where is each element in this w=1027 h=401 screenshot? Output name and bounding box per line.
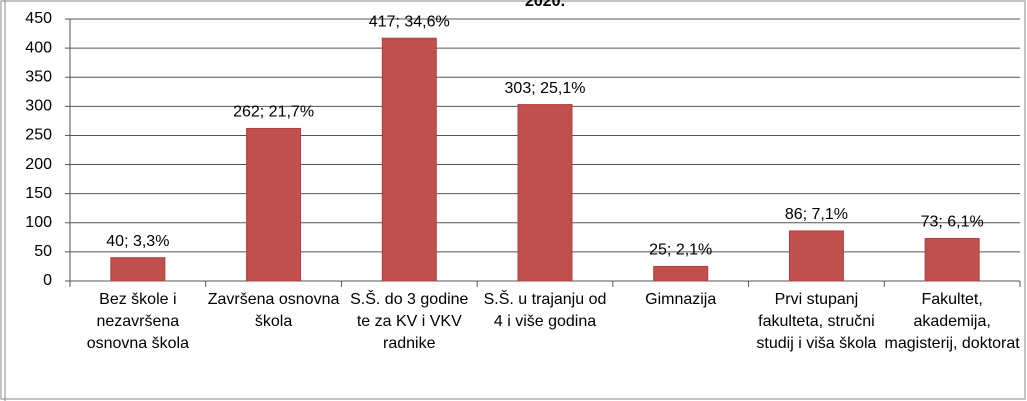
bar xyxy=(246,127,302,282)
bar xyxy=(924,237,980,282)
x-tick-label: S.Š. u trajanju od 4 i više godina xyxy=(483,291,607,330)
data-label: 417; 34,6% xyxy=(369,13,450,30)
data-label: 73; 6,1% xyxy=(921,214,984,231)
y-tick-label: 250 xyxy=(25,127,52,144)
bar xyxy=(110,257,166,282)
bar xyxy=(788,230,844,282)
y-tick-label: 450 xyxy=(25,10,52,27)
y-tick-label: 0 xyxy=(43,272,52,289)
x-tick-label: Gimnazija xyxy=(645,291,717,308)
data-label: 86; 7,1% xyxy=(785,206,848,223)
x-tick-label: Bez škole i nezavršena osnovna škola xyxy=(86,291,189,352)
y-tick-label: 350 xyxy=(25,68,52,85)
y-tick-label: 100 xyxy=(25,214,52,231)
y-tick-label: 200 xyxy=(25,156,52,173)
bar xyxy=(381,37,437,282)
x-tick-label: Završena osnovna škola xyxy=(207,291,340,330)
y-tick-label: 400 xyxy=(25,39,52,56)
x-tick-label: Prvi stupanj fakulteta, stručni studij i… xyxy=(756,291,877,352)
data-label: 25; 2,1% xyxy=(649,242,712,259)
chart-title: 2020. xyxy=(525,0,565,10)
data-label: 262; 21,7% xyxy=(233,104,314,121)
data-label: 40; 3,3% xyxy=(106,233,169,250)
y-tick-label: 50 xyxy=(34,243,52,260)
x-tick-label: S.Š. do 3 godine te za KV i VKV radnike xyxy=(350,291,469,352)
bar xyxy=(517,104,573,282)
bar xyxy=(653,265,709,282)
data-label: 303; 25,1% xyxy=(505,80,586,97)
y-tick-label: 300 xyxy=(25,98,52,115)
y-tick-label: 150 xyxy=(25,185,52,202)
x-tick-label: Fakultet, akademija, magisterij, doktora… xyxy=(884,291,1020,352)
